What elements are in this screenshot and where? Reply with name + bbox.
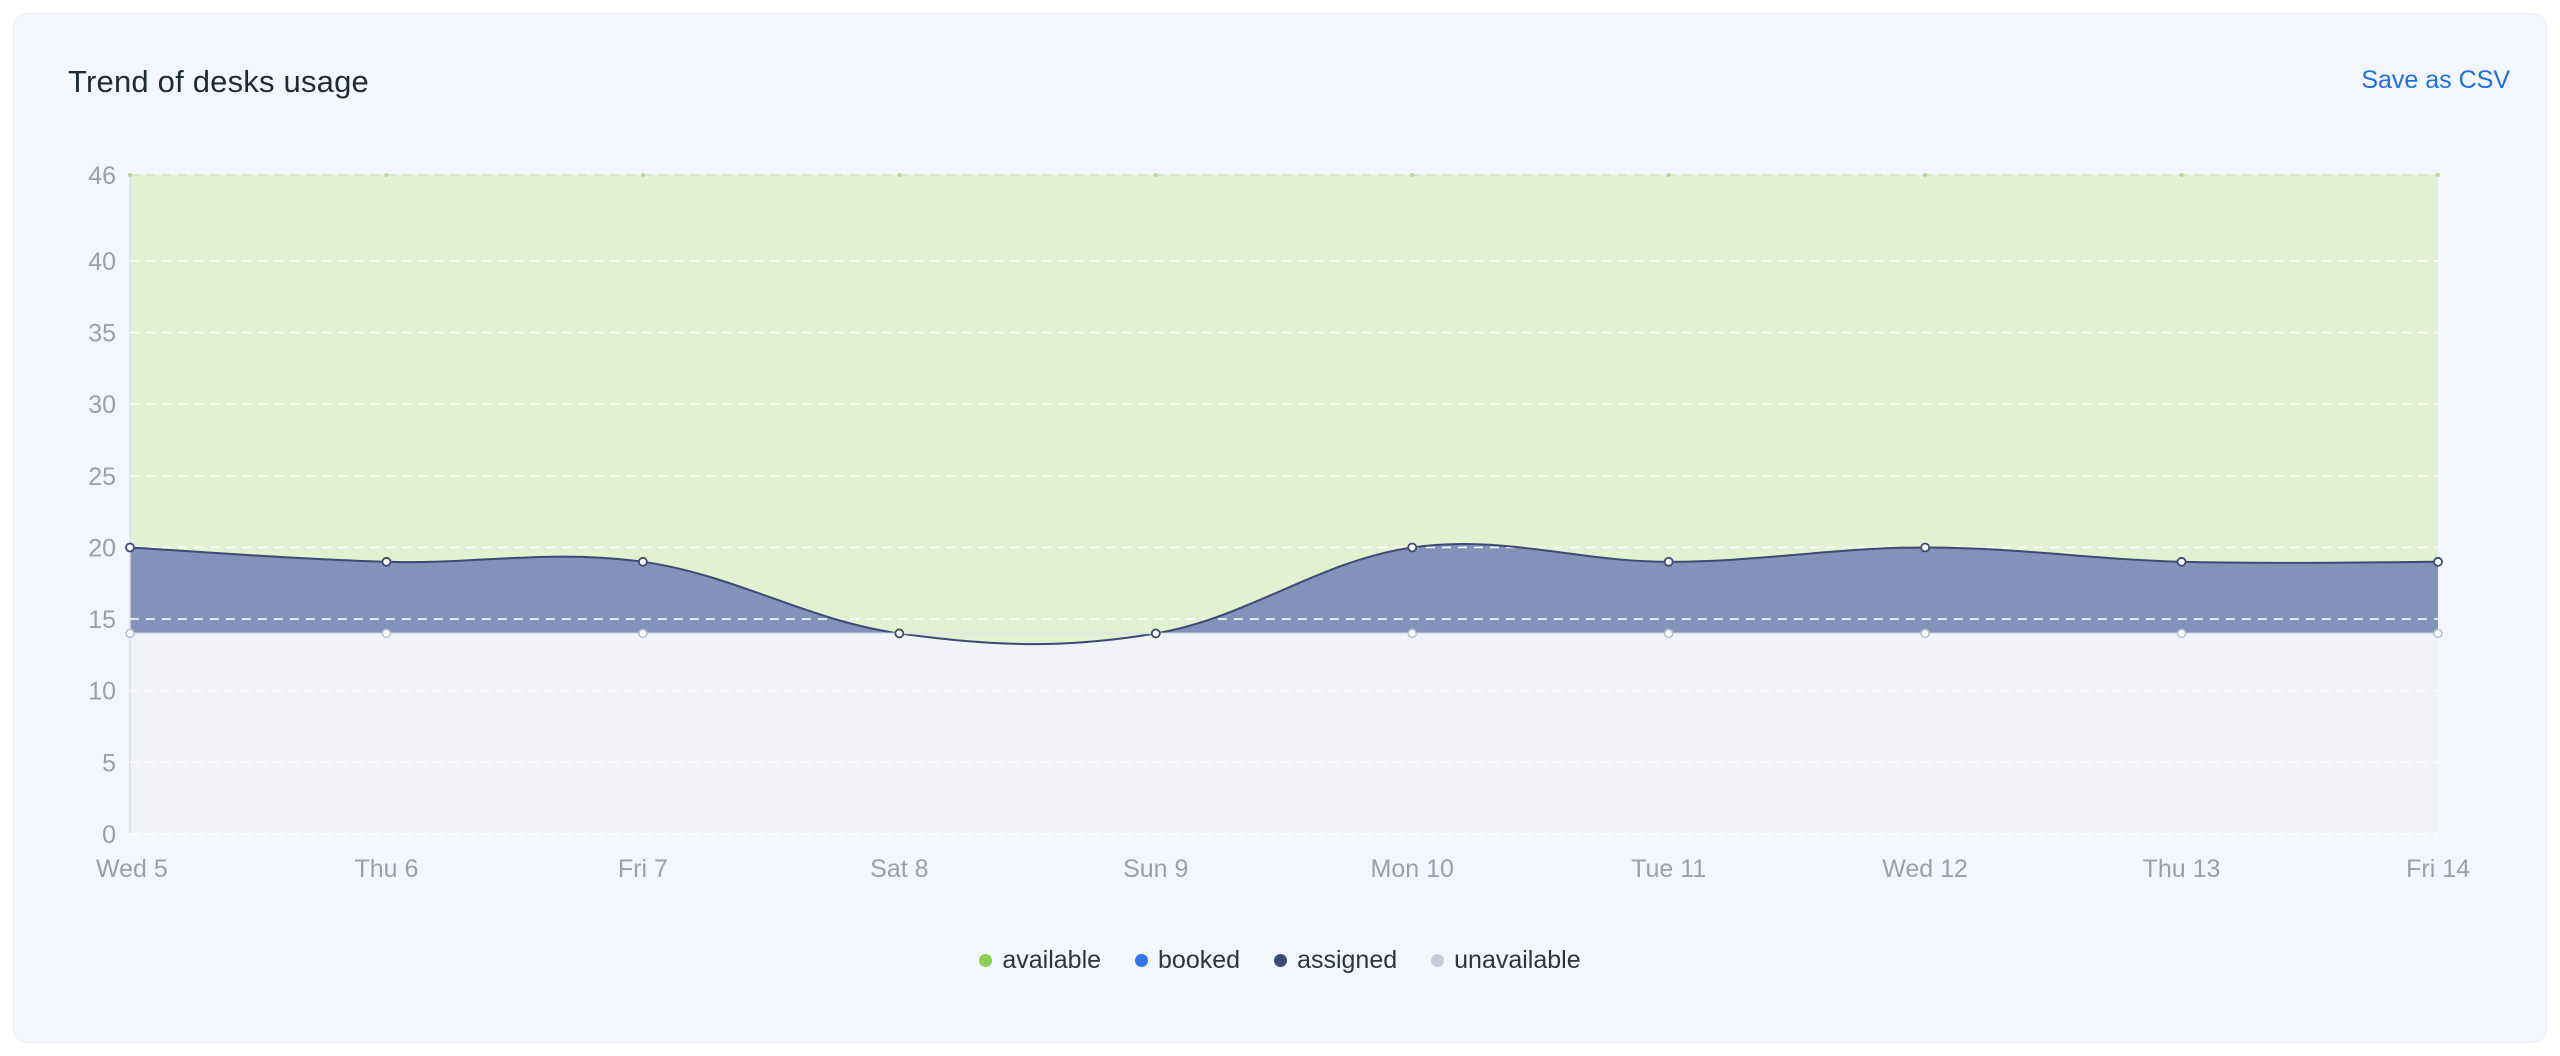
available-point: [640, 173, 645, 177]
assigned-point: [637, 556, 648, 567]
x-tick-label: Fri 7: [618, 855, 668, 883]
x-tick-label: Wed 12: [1882, 855, 1968, 883]
y-tick-label: 10: [88, 678, 116, 706]
legend-label: booked: [1158, 946, 1241, 974]
assigned-point: [125, 542, 135, 553]
unavailable-point: [381, 628, 392, 639]
chart-legend: available booked assigned unavailable: [0, 946, 2560, 975]
assigned-point: [1663, 556, 1674, 567]
chart-title: Trend of desks usage: [68, 64, 369, 99]
unavailable-point: [2176, 628, 2187, 639]
y-tick-label: 40: [88, 248, 116, 276]
legend-label: available: [1002, 946, 1102, 974]
assigned-point: [2176, 556, 2187, 567]
x-tick-label: Thu 13: [2143, 855, 2221, 883]
assigned-series-line: [129, 543, 2439, 646]
legend-item-available[interactable]: available: [979, 946, 1101, 975]
y-tick-label: 30: [88, 391, 116, 419]
available-area: [130, 175, 2438, 645]
y-tick-label: 35: [88, 320, 116, 348]
x-tick-label: Fri 14: [2406, 855, 2470, 883]
x-tick-label: Wed 5: [96, 855, 168, 883]
unavailable-point: [2433, 628, 2443, 639]
legend-item-booked[interactable]: booked: [1135, 946, 1240, 975]
unavailable-point: [125, 628, 135, 639]
x-tick-label: Mon 10: [1371, 855, 1454, 883]
available-point: [1923, 173, 1928, 177]
y-tick-label: 0: [102, 821, 116, 849]
available-point: [384, 173, 389, 177]
available-point: [1666, 173, 1671, 177]
available-point: [1153, 173, 1158, 177]
legend-dot-icon: [1274, 954, 1288, 967]
x-tick-label: Thu 6: [354, 855, 418, 883]
legend-label: assigned: [1297, 946, 1398, 974]
available-point: [128, 173, 132, 177]
y-tick-label: 20: [88, 534, 116, 562]
y-tick-label: 5: [102, 749, 116, 777]
available-point: [1410, 173, 1415, 177]
legend-label: unavailable: [1454, 946, 1581, 974]
x-tick-label: Sat 8: [870, 855, 928, 883]
assigned-point: [2433, 556, 2443, 567]
legend-dot-icon: [979, 954, 993, 967]
assigned-point: [1150, 628, 1161, 639]
assigned-point: [1407, 542, 1418, 553]
legend-dot-icon: [1431, 954, 1445, 967]
assigned-point: [381, 556, 392, 567]
y-tick-label: 15: [88, 606, 116, 634]
assigned-point: [1920, 542, 1931, 553]
legend-item-assigned[interactable]: assigned: [1274, 946, 1397, 975]
unavailable-point: [1663, 628, 1674, 639]
y-tick-label: 25: [88, 463, 116, 491]
unavailable-area: [130, 633, 2438, 834]
unavailable-point: [638, 628, 648, 639]
save-as-csv-link[interactable]: Save as CSV: [2361, 66, 2510, 94]
legend-dot-icon: [1135, 954, 1149, 967]
y-tick-label: 46: [88, 162, 116, 190]
x-tick-label: Tue 11: [1631, 855, 1706, 883]
x-tick-label: Sun 9: [1123, 855, 1188, 883]
unavailable-point: [1920, 628, 1930, 639]
available-point: [2436, 173, 2440, 177]
assigned-point: [894, 628, 905, 639]
available-point: [897, 173, 902, 177]
legend-item-unavailable[interactable]: unavailable: [1431, 946, 1581, 975]
available-point: [2179, 173, 2184, 177]
unavailable-point: [1407, 628, 1417, 639]
